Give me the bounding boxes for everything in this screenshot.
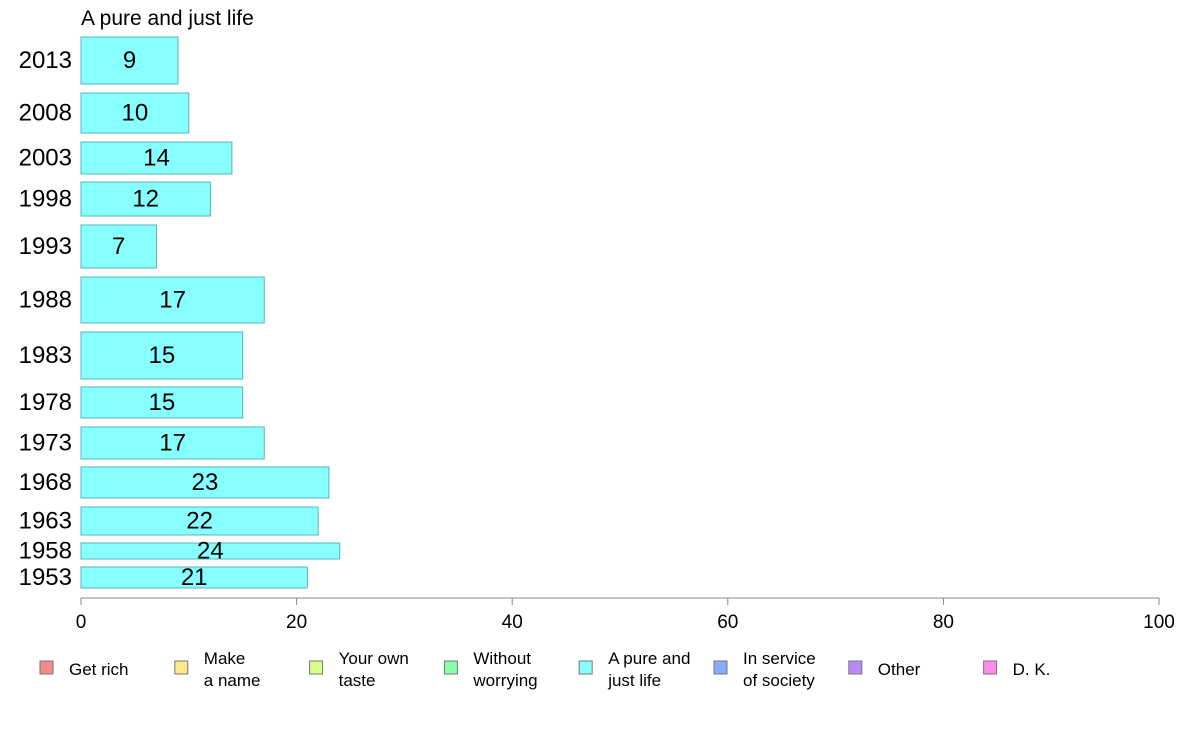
category-label-1968: 1968 [19, 469, 72, 496]
bar-value-label-1983: 15 [148, 342, 175, 369]
x-tick-label-20: 20 [286, 612, 307, 633]
legend-swatch-7 [983, 660, 998, 675]
legend-label-5-line-0: In service [743, 649, 816, 668]
category-label-1988: 1988 [19, 286, 72, 313]
bar-value-label-1958: 24 [197, 537, 224, 564]
bar-value-label-2003: 14 [143, 144, 170, 171]
legend-swatch-4 [578, 660, 593, 675]
bar-value-label-1953: 21 [181, 564, 208, 591]
x-tick-label-40: 40 [502, 612, 523, 633]
category-label-1963: 1963 [19, 507, 72, 534]
category-label-2008: 2008 [19, 99, 72, 126]
bar-1993 [80, 224, 157, 269]
chart-title: A pure and just life [81, 7, 254, 30]
bar-value-label-1988: 17 [159, 286, 186, 313]
x-axis: 0 20 40 60 80 100 [76, 597, 1175, 633]
bar-value-label-1998: 12 [132, 185, 159, 212]
category-label-1958: 1958 [19, 537, 72, 564]
bar-2008 [80, 92, 190, 134]
legend-label-3-line-0: Without [473, 649, 531, 668]
category-label-1998: 1998 [19, 185, 72, 212]
legend-label-4-line-0: A pure and [608, 649, 690, 668]
bar-1973 [80, 426, 265, 460]
category-labels: 2013 2008 2003 1998 1993 1988 1983 1978 1973 1968… [19, 47, 72, 591]
legend-label-4-line-1: just life [607, 671, 661, 690]
legend-label-5-line-1: of society [743, 671, 815, 690]
legend-label-2-line-0: Your own [339, 649, 409, 668]
bar-value-label-1963: 22 [186, 507, 213, 534]
bar-value-label-1978: 15 [148, 389, 175, 416]
category-label-1993: 1993 [19, 233, 72, 260]
bar-1983 [80, 331, 244, 380]
bar-1968 [80, 466, 330, 499]
bar-1958 [80, 542, 341, 560]
category-label-1973: 1973 [19, 429, 72, 456]
legend-label-3-line-1: worrying [472, 671, 537, 690]
bar-value-label-2013: 9 [123, 47, 136, 74]
legend: Get rich Make a name Your own taste Without wo… [39, 649, 1051, 690]
bar-1998 [80, 181, 211, 217]
legend-label-1-line-1: a name [204, 671, 261, 690]
legend-swatch-0 [39, 660, 54, 675]
legend-swatch-2 [309, 660, 324, 675]
bar-1963 [80, 506, 319, 536]
legend-label-2-line-1: taste [339, 671, 376, 690]
category-label-1978: 1978 [19, 389, 72, 416]
category-label-2013: 2013 [19, 47, 72, 74]
legend-label-0: Get rich [69, 660, 129, 679]
bar-value-label-1993: 7 [112, 233, 125, 260]
legend-label-1-line-0: Make [204, 649, 246, 668]
legend-swatch-1 [174, 660, 189, 675]
x-tick-label-60: 60 [717, 612, 738, 633]
x-tick-label-100: 100 [1143, 612, 1175, 633]
legend-label-6: Other [878, 660, 921, 679]
legend-swatch-3 [443, 660, 458, 675]
x-tick-label-80: 80 [933, 612, 954, 633]
bar-value-label-1973: 17 [159, 429, 186, 456]
bar-1978 [80, 386, 244, 419]
bar-value-label-1968: 23 [192, 469, 219, 496]
category-label-1983: 1983 [19, 342, 72, 369]
bar-value-label-2008: 10 [122, 99, 149, 126]
legend-label-7: D. K. [1013, 660, 1051, 679]
legend-swatch-5 [713, 660, 728, 675]
x-tick-label-0: 0 [76, 612, 87, 633]
category-label-1953: 1953 [19, 564, 72, 591]
bar-1988 [80, 276, 265, 324]
category-label-2003: 2003 [19, 144, 72, 171]
bar-2013 [80, 36, 179, 85]
bars-group [80, 36, 341, 589]
bar-1953 [80, 566, 308, 589]
bar-2003 [80, 141, 233, 175]
legend-swatch-6 [848, 660, 863, 675]
